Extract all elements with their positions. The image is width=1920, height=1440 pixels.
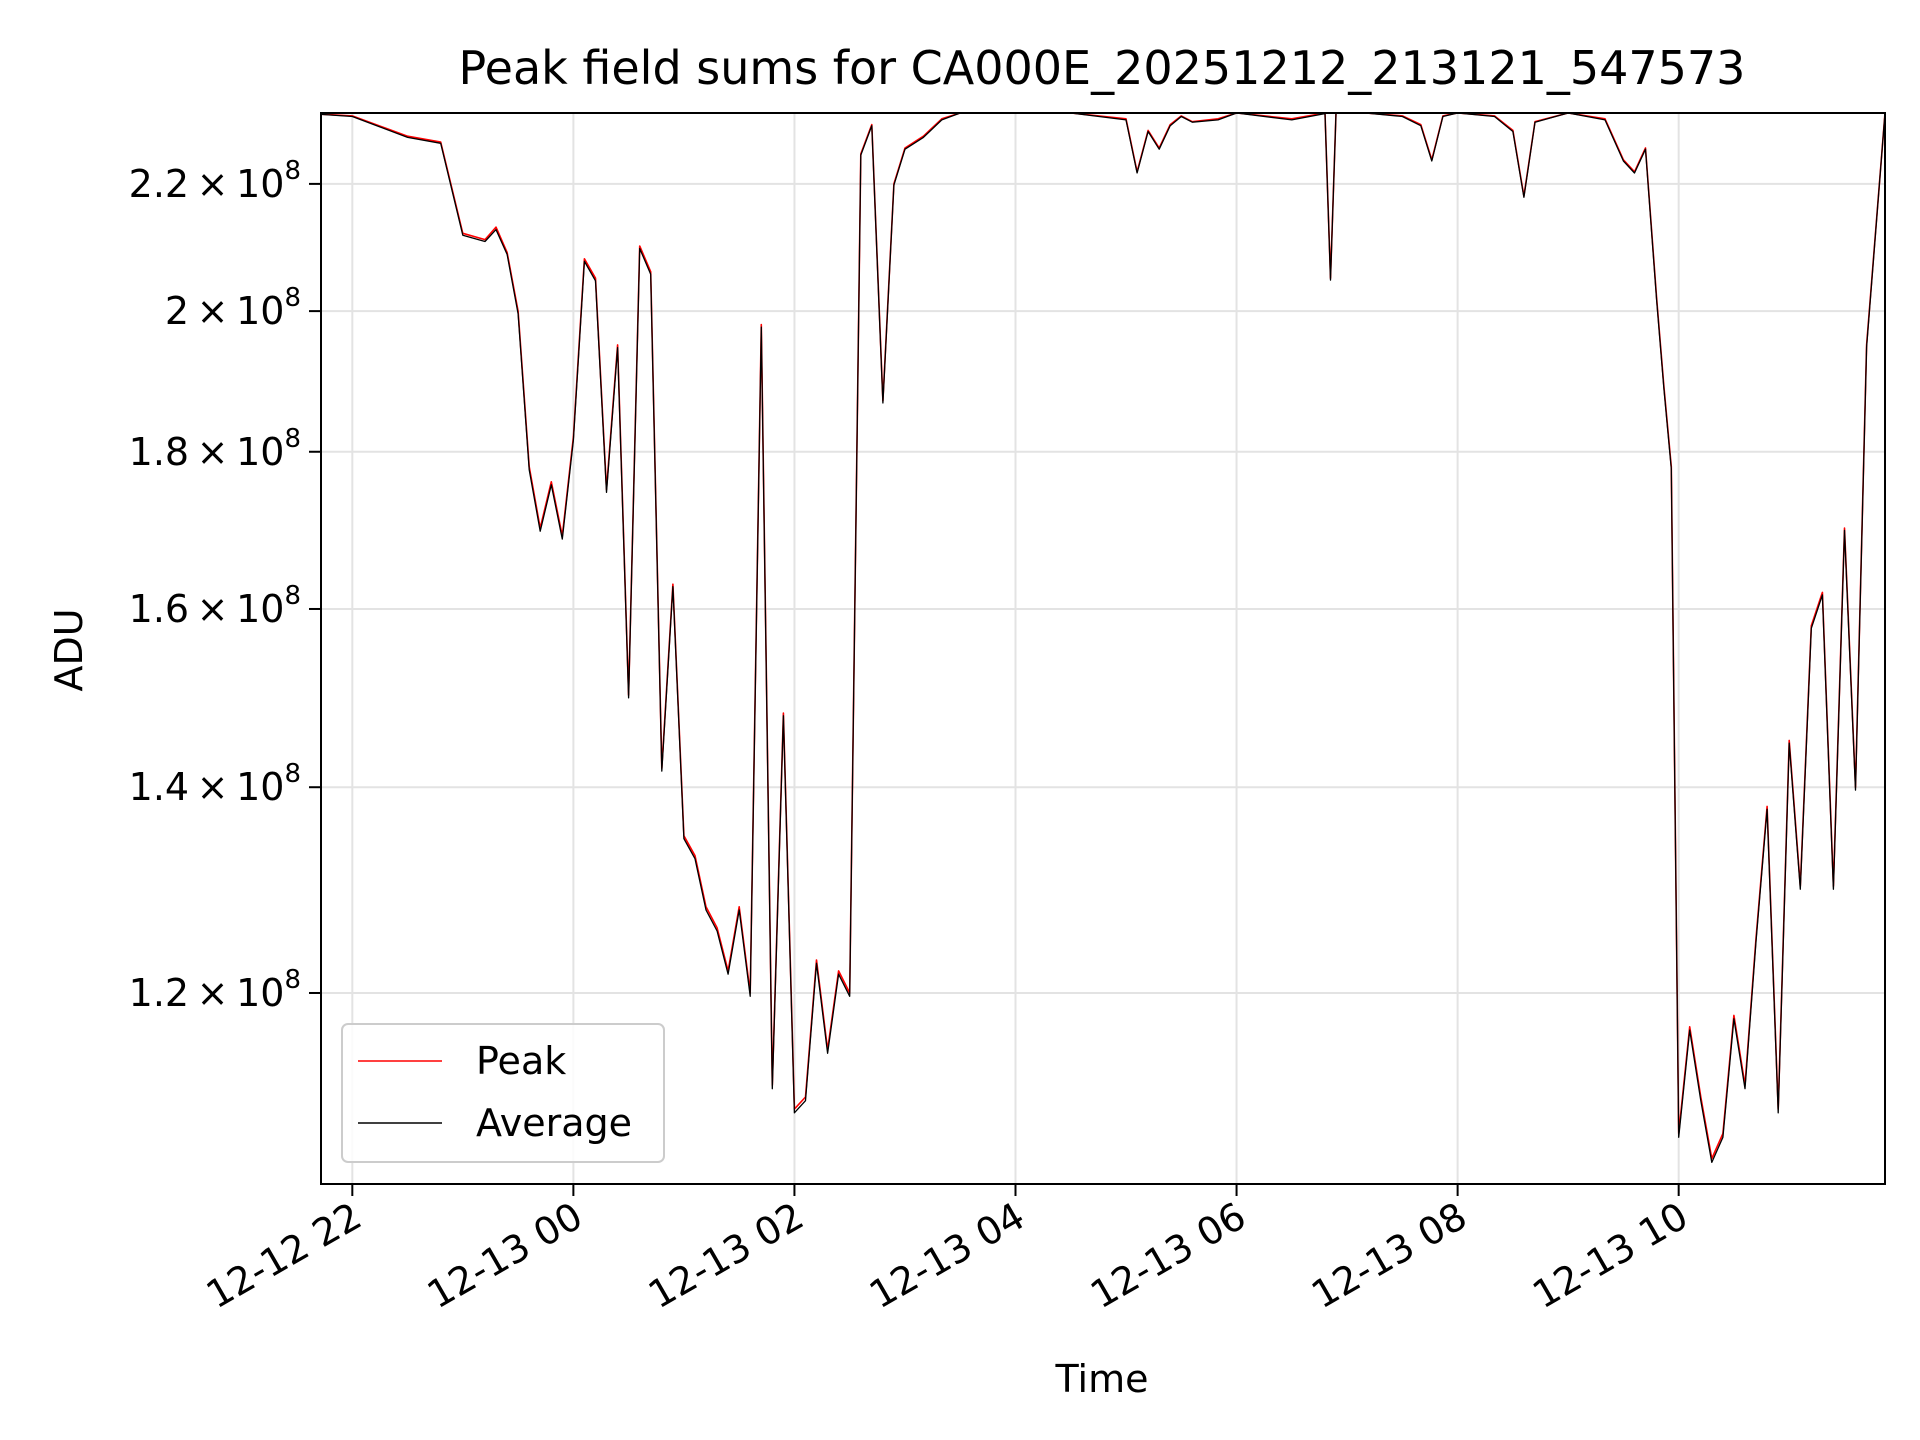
series-lines xyxy=(321,113,1885,1164)
y-tick-exponent: 8 xyxy=(284,156,301,186)
y-tick-label: 2 × 108 xyxy=(165,283,301,333)
y-tick-exponent: 8 xyxy=(284,759,301,789)
y-tick-label: 1.2 × 108 xyxy=(129,965,301,1015)
y-axis-label: ADU xyxy=(47,608,91,691)
y-tick-times: × 10 xyxy=(189,971,284,1015)
grid-lines xyxy=(321,113,1885,1184)
y-tick-exponent: 8 xyxy=(284,283,301,313)
y-tick-mantissa: 1.6 xyxy=(129,587,189,631)
series-line-average xyxy=(321,113,1885,1164)
y-tick-mantissa: 1.8 xyxy=(129,430,189,474)
y-tick-label: 1.4 × 108 xyxy=(129,759,301,809)
legend: Peak Average xyxy=(341,1023,665,1163)
y-tick-label: 1.8 × 108 xyxy=(129,424,301,474)
y-tick-times: × 10 xyxy=(189,162,284,206)
legend-box xyxy=(341,1023,665,1163)
y-tick-exponent: 8 xyxy=(284,424,301,454)
y-tick-times: × 10 xyxy=(189,587,284,631)
y-tick-times: × 10 xyxy=(189,289,284,333)
y-tick-exponent: 8 xyxy=(284,581,301,611)
legend-label-average: Average xyxy=(476,1101,632,1145)
y-tick-times: × 10 xyxy=(189,430,284,474)
x-axis-label: Time xyxy=(1055,1357,1149,1401)
plot-frame xyxy=(320,112,1886,1185)
y-tick-mantissa: 2.2 xyxy=(129,162,189,206)
y-tick-mantissa: 2 xyxy=(165,289,189,333)
y-tick-label: 1.6 × 108 xyxy=(129,581,301,631)
y-tick-times: × 10 xyxy=(189,765,284,809)
chart-title: Peak field sums for CA000E_20251212_2131… xyxy=(459,41,1746,95)
legend-label-peak: Peak xyxy=(476,1039,566,1083)
y-tick-label: 2.2 × 108 xyxy=(129,156,301,206)
y-tick-exponent: 8 xyxy=(284,965,301,995)
y-tick-mantissa: 1.4 xyxy=(129,765,189,809)
y-tick-mantissa: 1.2 xyxy=(129,971,189,1015)
